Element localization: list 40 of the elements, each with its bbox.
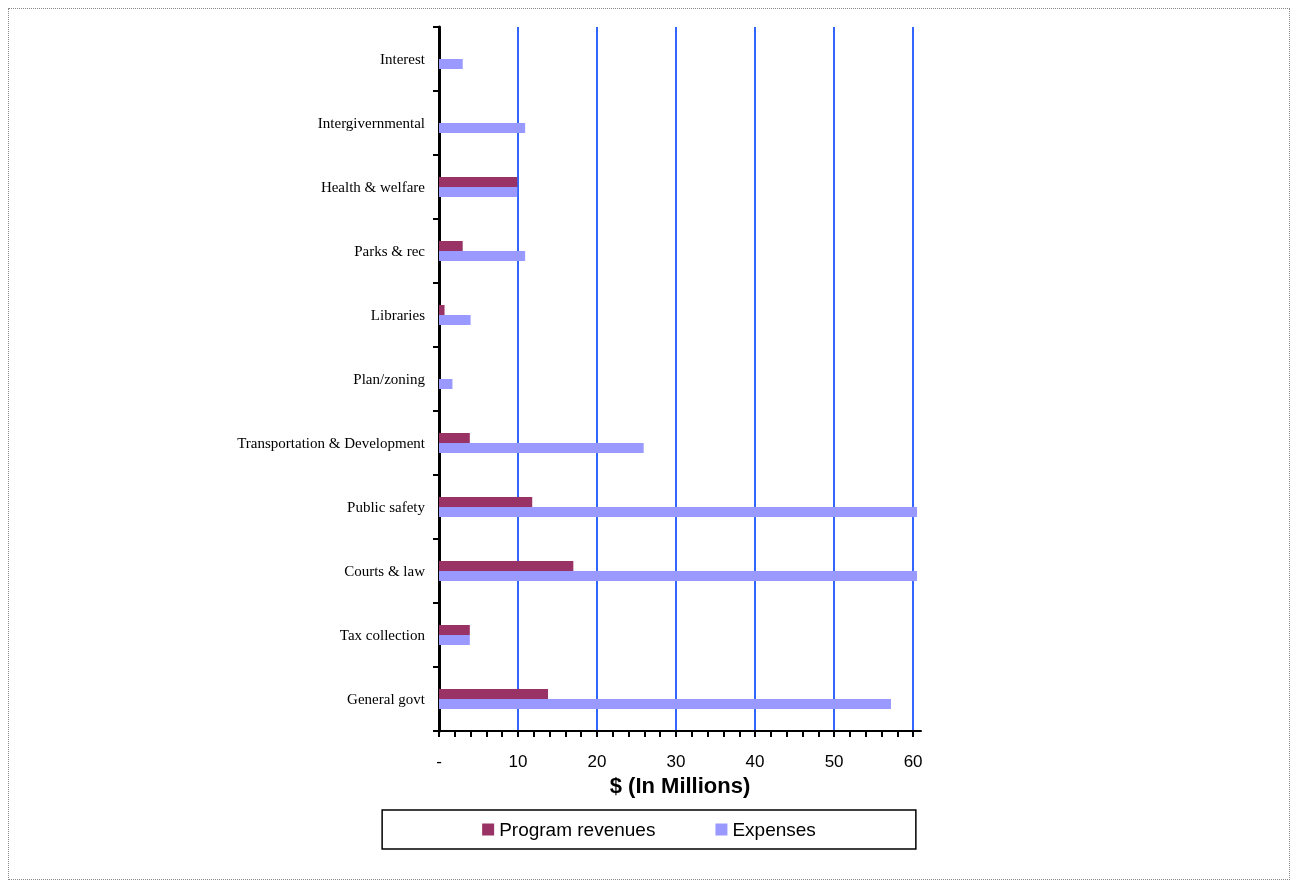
bar xyxy=(439,123,526,133)
y-tick-label: Plan/zoning xyxy=(353,371,426,387)
bar xyxy=(439,433,470,443)
x-tick-label: 20 xyxy=(587,752,607,771)
bar xyxy=(439,635,470,645)
y-tick-label: General govt xyxy=(347,691,426,707)
y-tick-label: Libraries xyxy=(370,307,426,323)
bar xyxy=(439,251,526,261)
bar xyxy=(439,241,463,251)
y-tick-label: Courts & law xyxy=(344,563,426,579)
x-tick-label: 30 xyxy=(666,752,686,771)
bar xyxy=(439,59,463,69)
bar xyxy=(439,187,518,197)
bar xyxy=(439,305,445,315)
legend-label: Expenses xyxy=(732,819,816,840)
y-tick-label: Interest xyxy=(380,51,426,67)
bar xyxy=(439,443,644,453)
x-tick-label: 60 xyxy=(903,752,923,771)
x-tick-label: 50 xyxy=(824,752,844,771)
bar xyxy=(439,497,533,507)
bar xyxy=(439,379,453,389)
y-tick-label: Health & welfare xyxy=(320,179,426,195)
x-tick-label: - xyxy=(436,752,442,771)
bar xyxy=(439,177,518,187)
y-tick-label: Intergivernmental xyxy=(317,115,425,131)
bar xyxy=(439,689,549,699)
y-tick-label: Parks & rec xyxy=(354,243,426,259)
bar xyxy=(439,571,918,581)
legend-label: Program revenues xyxy=(499,819,656,840)
x-tick-label: 10 xyxy=(508,752,528,771)
x-tick-label: 40 xyxy=(745,752,765,771)
bar xyxy=(439,507,918,517)
bar xyxy=(439,561,574,571)
bar xyxy=(439,315,471,325)
y-tick-label: Public safety xyxy=(347,499,426,515)
y-tick-label: Transportation & Development xyxy=(237,435,426,451)
bar xyxy=(439,699,891,709)
bar xyxy=(439,625,470,635)
y-tick-label: Tax collection xyxy=(339,627,426,643)
x-axis-title: $ (In Millions) xyxy=(609,773,751,799)
